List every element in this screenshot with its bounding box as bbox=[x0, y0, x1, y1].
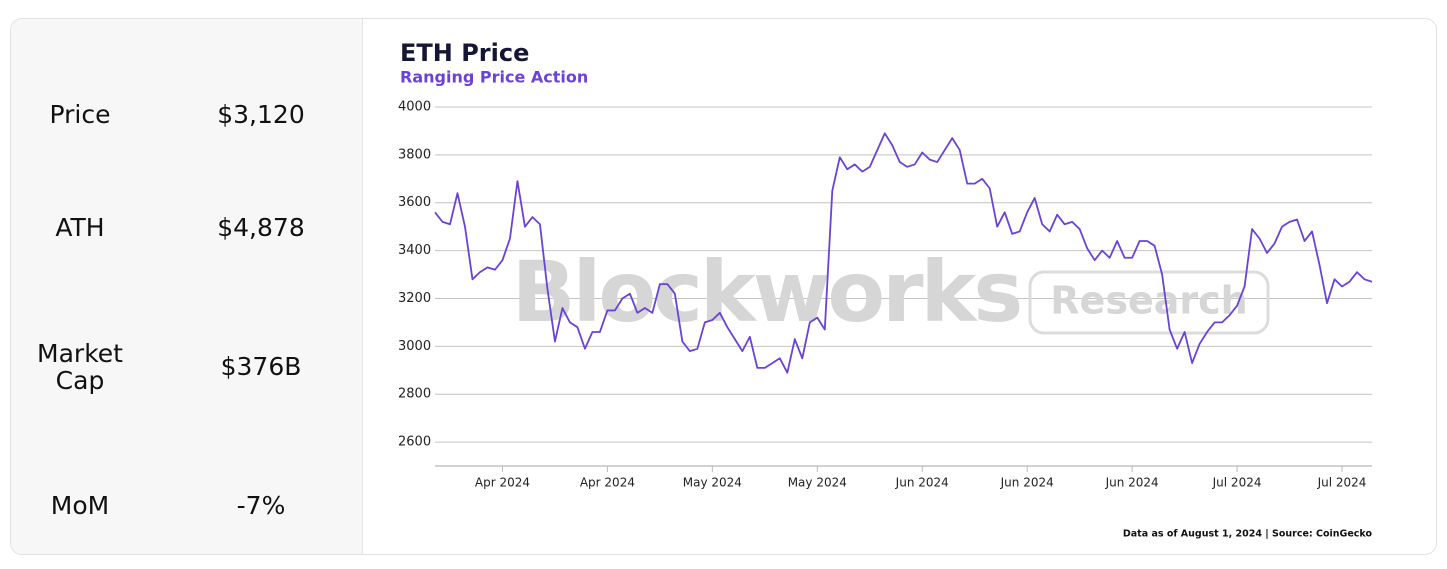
x-tick-label: Jul 2024 bbox=[1317, 476, 1367, 490]
watermark-brand: Blockworks bbox=[512, 243, 1021, 341]
price-line bbox=[434, 132, 1373, 374]
x-tick-label: Jul 2024 bbox=[1212, 476, 1262, 490]
footnote: Data as of August 1, 2024 | Source: Coin… bbox=[1123, 529, 1373, 540]
watermark-badge: Research bbox=[1050, 279, 1247, 323]
y-tick-label: 3400 bbox=[398, 243, 431, 258]
stats-panel: Price $3,120 ATH $4,878 Market Cap $376B MoM -7… bbox=[11, 19, 363, 554]
watermark: Blockworks Research bbox=[512, 243, 1270, 341]
stat-label: Price bbox=[49, 100, 111, 130]
y-tick-label: 2600 bbox=[398, 435, 431, 450]
x-tick-label: Jun 2024 bbox=[895, 476, 949, 490]
stat-label: ATH bbox=[55, 213, 105, 243]
y-tick-label: 3600 bbox=[398, 195, 431, 210]
x-tick-label: Jun 2024 bbox=[1000, 476, 1054, 490]
stat-row: Price $3,120 bbox=[11, 80, 362, 150]
stat-value: $3,120 bbox=[217, 100, 305, 130]
y-tick-label: 4000 bbox=[398, 100, 431, 115]
stat-row: MoM -7% bbox=[11, 471, 362, 541]
y-tick-label: 3800 bbox=[398, 147, 431, 162]
y-tick-label: 3200 bbox=[398, 291, 431, 306]
x-tick-label: Apr 2024 bbox=[580, 476, 635, 490]
y-tick-label: 3000 bbox=[398, 339, 431, 354]
x-tick-label: Jun 2024 bbox=[1105, 476, 1159, 490]
x-tick-label: May 2024 bbox=[788, 476, 847, 490]
x-tick-label: Apr 2024 bbox=[475, 476, 530, 490]
stat-label: MoM bbox=[50, 491, 110, 521]
stat-row: Market Cap $376B bbox=[11, 332, 362, 402]
stat-value: $4,878 bbox=[217, 213, 305, 243]
chart-title: ETH Price bbox=[400, 39, 529, 67]
chart-subtitle: Ranging Price Action bbox=[400, 68, 588, 87]
x-tick-label: May 2024 bbox=[683, 476, 742, 490]
watermark-badge-frame bbox=[1028, 270, 1270, 335]
y-tick-label: 2800 bbox=[398, 387, 431, 402]
stat-label: Market Cap bbox=[37, 338, 123, 395]
stat-row: ATH $4,878 bbox=[11, 193, 362, 263]
stat-value: $376B bbox=[220, 352, 302, 382]
stat-value: -7% bbox=[236, 491, 286, 521]
